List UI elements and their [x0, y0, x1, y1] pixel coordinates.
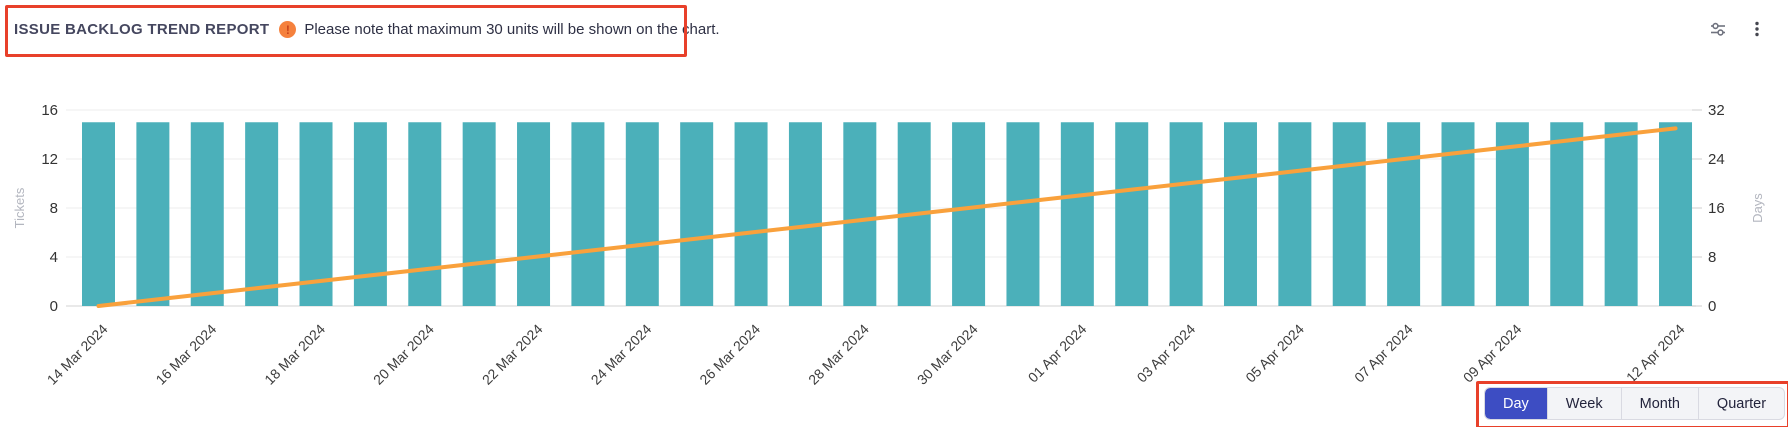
bar-tickets[interactable]	[1495, 122, 1529, 306]
page-title: ISSUE BACKLOG TREND REPORT	[14, 21, 270, 38]
left-axis-tick-label: 8	[50, 200, 58, 217]
bar-tickets[interactable]	[1659, 122, 1693, 306]
bar-tickets[interactable]	[1550, 122, 1584, 306]
x-axis-tick-label: 30 Mar 2024	[914, 321, 981, 388]
bar-tickets[interactable]	[625, 122, 659, 306]
bar-tickets[interactable]	[843, 122, 877, 306]
left-axis-tick-label: 4	[50, 249, 58, 266]
bars-tickets	[82, 122, 1693, 306]
bar-tickets[interactable]	[1006, 122, 1040, 306]
period-selector: Day Week Month Quarter	[1484, 387, 1786, 420]
x-axis-labels: 14 Mar 2024 16 Mar 2024 18 Mar 2024 20 Mar …	[44, 321, 1688, 388]
left-axis-tick-label: 16	[41, 102, 58, 119]
max-units-note: ! Please note that maximum 30 units will…	[279, 21, 720, 38]
bar-tickets[interactable]	[680, 122, 714, 306]
bar-tickets[interactable]	[1604, 122, 1638, 306]
x-axis-tick-label: 28 Mar 2024	[805, 321, 872, 388]
bar-tickets[interactable]	[462, 122, 496, 306]
kebab-menu-glyph	[1755, 21, 1759, 37]
trend-line-days	[96, 126, 1678, 308]
bar-tickets[interactable]	[1169, 122, 1203, 306]
right-axis-tick-label: 0	[1708, 298, 1716, 315]
bar-tickets[interactable]	[245, 122, 279, 306]
x-axis-tick-label: 22 Mar 2024	[479, 321, 546, 388]
right-axis-tick-label: 24	[1708, 151, 1725, 168]
x-axis-tick-label: 26 Mar 2024	[696, 321, 763, 388]
bar-tickets[interactable]	[1060, 122, 1094, 306]
x-axis-tick-label: 20 Mar 2024	[370, 321, 437, 388]
left-axis-tick-label: 12	[41, 151, 58, 168]
bar-tickets[interactable]	[571, 122, 605, 306]
left-axis-title: Tickets	[12, 187, 27, 228]
period-button-quarter[interactable]: Quarter	[1697, 388, 1784, 419]
bar-tickets[interactable]	[1223, 122, 1257, 306]
period-button-month[interactable]: Month	[1620, 388, 1698, 419]
x-axis-tick-label: 03 Apr 2024	[1134, 321, 1199, 386]
backlog-trend-chart: 0 0 4 8 8 16 12 24 16 32 Tickets Days 14 Mar 2024 16 …	[0, 78, 1788, 390]
right-axis-tick-label: 8	[1708, 249, 1716, 266]
filter-sliders-glyph	[1711, 22, 1725, 36]
bar-tickets[interactable]	[734, 122, 768, 306]
x-axis-tick-label: 05 Apr 2024	[1242, 321, 1307, 386]
kebab-menu-icon[interactable]	[1742, 14, 1772, 44]
x-axis-tick-label: 01 Apr 2024	[1025, 321, 1090, 386]
bar-tickets[interactable]	[299, 122, 333, 306]
chart-canvas: 0 0 4 8 8 16 12 24 16 32 Tickets Days 14 Mar 2024 16 …	[12, 102, 1765, 388]
x-axis-tick-label: 07 Apr 2024	[1351, 321, 1416, 386]
left-axis-tick-label: 0	[50, 298, 58, 315]
bar-tickets[interactable]	[190, 122, 224, 306]
note-text: Please note that maximum 30 units will b…	[304, 21, 720, 38]
bar-tickets[interactable]	[1387, 122, 1421, 306]
bar-tickets[interactable]	[136, 122, 170, 306]
widget-header: ISSUE BACKLOG TREND REPORT ! Please note…	[14, 6, 720, 53]
x-axis-tick-label: 18 Mar 2024	[261, 321, 328, 388]
right-axis-tick-label: 16	[1708, 200, 1725, 217]
bar-tickets[interactable]	[82, 122, 115, 306]
right-axis-tick-label: 32	[1708, 102, 1725, 119]
filter-sliders-icon[interactable]	[1703, 14, 1733, 44]
period-button-week[interactable]: Week	[1546, 388, 1621, 419]
x-axis-tick-label: 24 Mar 2024	[588, 321, 655, 388]
bar-tickets[interactable]	[517, 122, 551, 306]
x-axis-tick-label: 14 Mar 2024	[44, 321, 111, 388]
alert-icon: !	[279, 21, 297, 38]
x-axis-tick-label: 09 Apr 2024	[1460, 321, 1525, 386]
gridlines: 0 0 4 8 8 16 12 24 16 32	[41, 102, 1724, 315]
bar-tickets[interactable]	[408, 122, 442, 306]
bar-tickets[interactable]	[952, 122, 986, 306]
bar-tickets[interactable]	[788, 122, 822, 306]
bar-tickets[interactable]	[1278, 122, 1312, 306]
bar-tickets[interactable]	[1115, 122, 1149, 306]
x-axis-tick-label: 16 Mar 2024	[152, 321, 219, 388]
bar-tickets[interactable]	[1332, 122, 1366, 306]
period-button-day[interactable]: Day	[1485, 388, 1547, 419]
x-axis-tick-label: 12 Apr 2024	[1623, 321, 1688, 386]
right-axis-title: Days	[1750, 193, 1765, 223]
